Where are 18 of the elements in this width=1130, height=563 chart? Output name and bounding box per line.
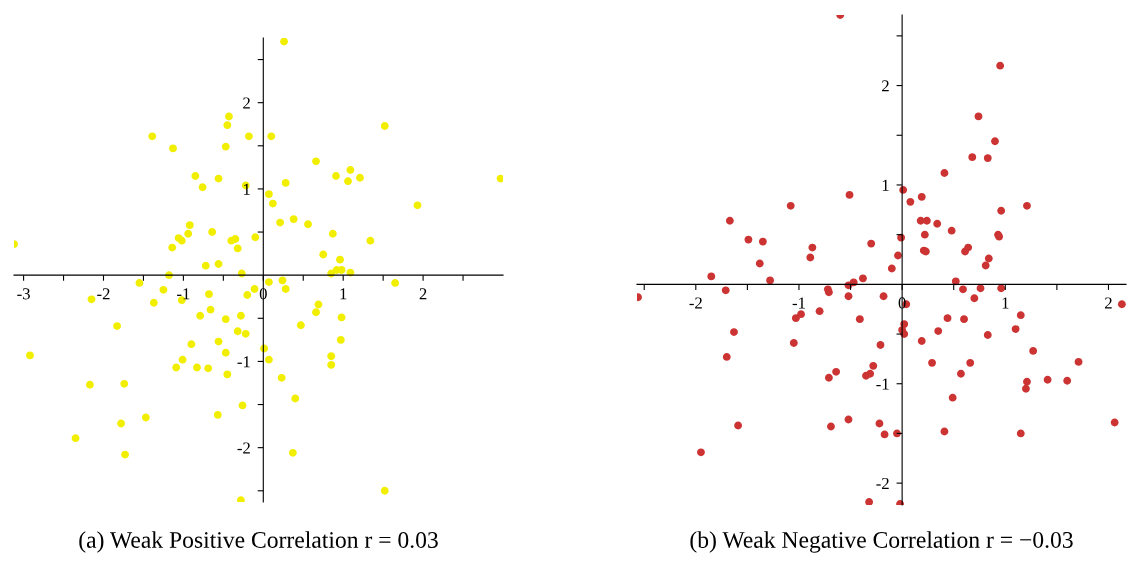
x-tick-label: 2 [419, 288, 427, 300]
y-tick-label: -2 [237, 442, 250, 454]
y-tick-label: -1 [876, 378, 889, 390]
y-tick-label: -1 [237, 356, 250, 368]
x-tick-label: -1 [792, 297, 805, 309]
x-tick-label: -1 [177, 288, 190, 300]
x-tick-label: -2 [689, 297, 702, 309]
text: (b) Weak Negative Correlation r = −0.03 [690, 531, 1073, 553]
x-tick-label: 2 [1105, 297, 1112, 309]
x-tick-label: -3 [17, 288, 30, 300]
x-tick-label: -2 [97, 288, 110, 300]
y-tick-label: 2 [882, 80, 889, 92]
y-tick-label: 2 [243, 97, 250, 109]
y-tick-label: -2 [876, 477, 889, 489]
text: (a) Weak Positive Correlation r = 0.03 [79, 531, 438, 553]
x-tick-label: 1 [1002, 297, 1009, 309]
x-tick-label: 1 [340, 288, 347, 300]
y-tick-label: 1 [882, 179, 889, 191]
